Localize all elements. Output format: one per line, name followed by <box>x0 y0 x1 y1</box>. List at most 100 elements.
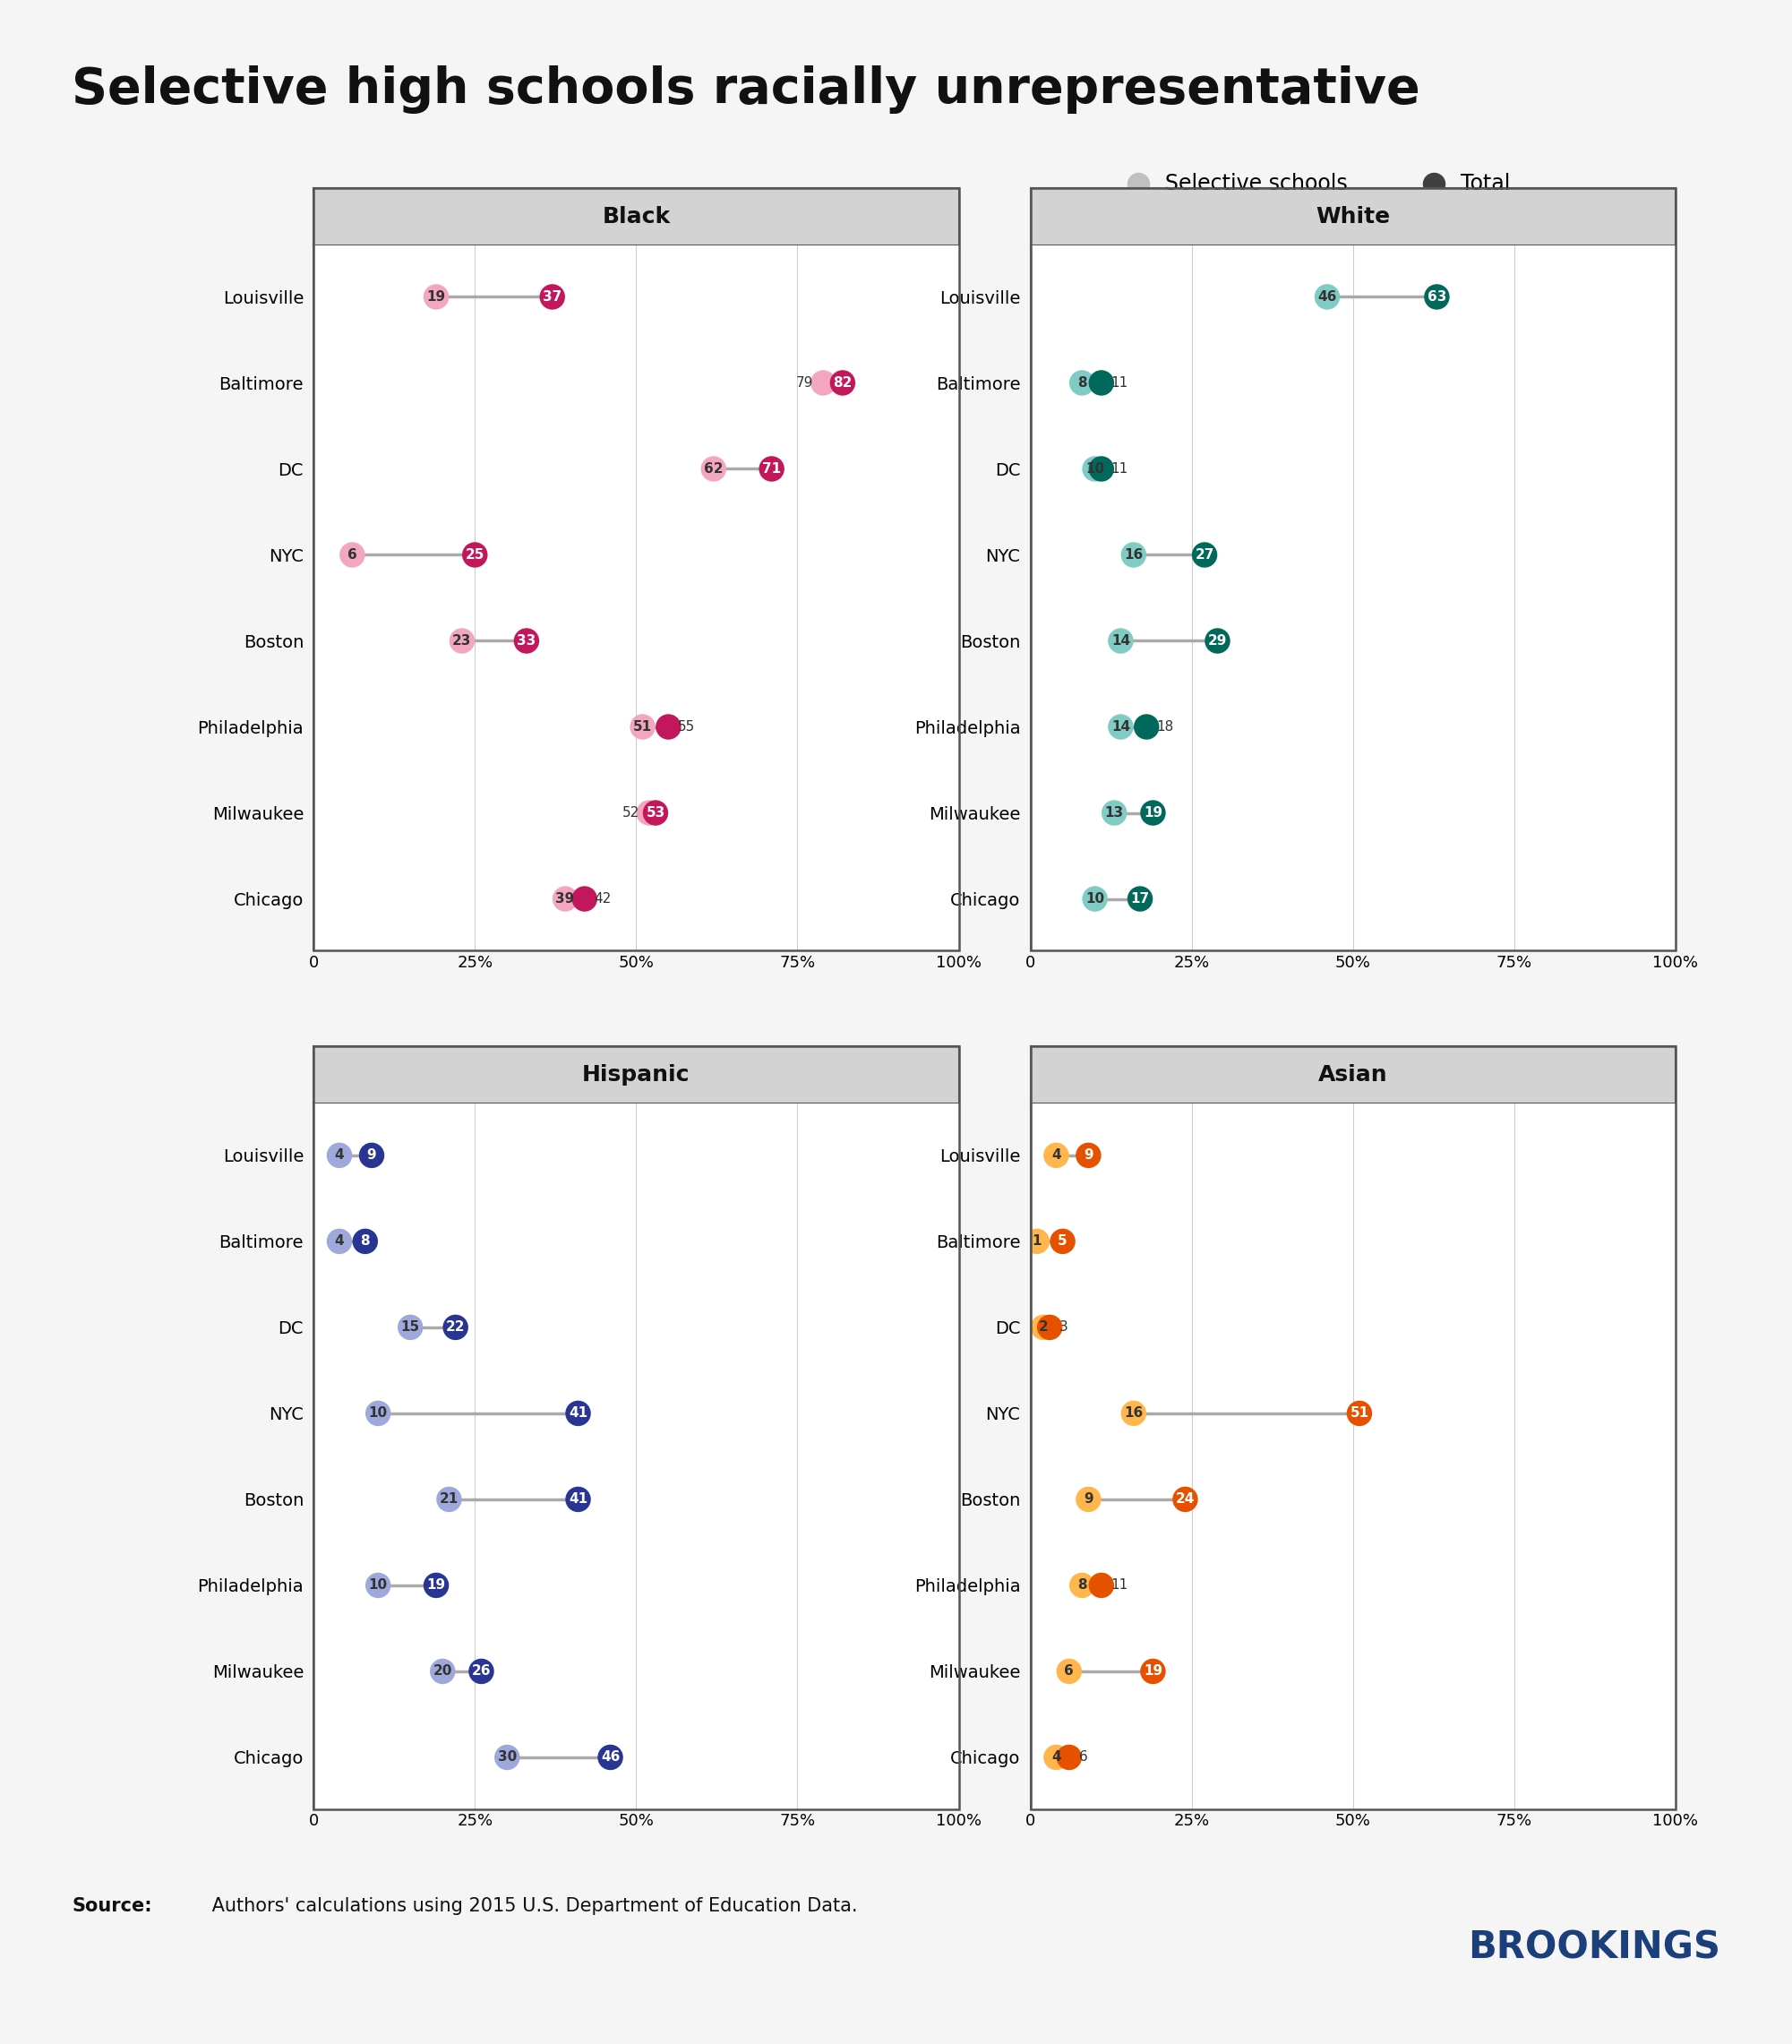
Text: 51: 51 <box>1349 1406 1369 1421</box>
Point <box>468 1656 496 1688</box>
Point <box>435 1484 464 1517</box>
Text: Selective high schools racially unrepresentative: Selective high schools racially unrepres… <box>72 65 1419 114</box>
Text: Source:: Source: <box>72 1897 152 1915</box>
Text: 41: 41 <box>568 1492 588 1506</box>
Point <box>441 1310 470 1343</box>
Point <box>634 797 663 830</box>
Point <box>513 625 541 658</box>
Text: 4: 4 <box>335 1235 344 1249</box>
Text: 8: 8 <box>360 1235 369 1249</box>
Point <box>324 1139 353 1171</box>
Text: 19: 19 <box>426 1578 446 1592</box>
Text: 6: 6 <box>1064 1664 1073 1678</box>
Point <box>570 883 599 916</box>
Text: 63: 63 <box>1426 290 1446 305</box>
Point <box>1138 797 1167 830</box>
Point <box>1106 625 1134 658</box>
Point <box>351 1224 380 1257</box>
Point <box>1055 1741 1084 1774</box>
Text: Black: Black <box>602 206 670 227</box>
Text: 82: 82 <box>833 376 853 390</box>
Point <box>1068 366 1097 399</box>
Point <box>642 797 670 830</box>
Point <box>448 625 477 658</box>
Text: 13: 13 <box>1106 805 1124 820</box>
Point <box>1055 1656 1084 1688</box>
Text: 10: 10 <box>1086 891 1104 905</box>
Point <box>396 1310 425 1343</box>
Point <box>428 1656 457 1688</box>
Text: 22: 22 <box>446 1320 466 1335</box>
Point <box>1081 452 1109 484</box>
Text: Total: Total <box>1460 174 1511 194</box>
Text: 52: 52 <box>622 805 640 820</box>
Text: 11: 11 <box>1111 1578 1129 1592</box>
Text: 4: 4 <box>1052 1750 1061 1764</box>
Text: 18: 18 <box>1156 719 1174 734</box>
Text: 20: 20 <box>434 1664 452 1678</box>
Text: 62: 62 <box>704 462 724 476</box>
Text: 21: 21 <box>439 1492 459 1506</box>
Text: 4: 4 <box>335 1149 344 1163</box>
Point <box>1120 1396 1149 1429</box>
Point <box>1088 452 1116 484</box>
Text: 3: 3 <box>1059 1320 1068 1335</box>
Point <box>1124 168 1152 200</box>
Text: 23: 23 <box>452 634 471 648</box>
Text: 29: 29 <box>1208 634 1228 648</box>
Point <box>1088 366 1116 399</box>
Point <box>1041 1741 1070 1774</box>
Text: 19: 19 <box>1143 1664 1163 1678</box>
Point <box>1023 1224 1052 1257</box>
Point <box>493 1741 521 1774</box>
Text: 11: 11 <box>1111 462 1129 476</box>
Text: BROOKINGS: BROOKINGS <box>1468 1930 1720 1966</box>
Text: 6: 6 <box>1079 1750 1088 1764</box>
Text: 39: 39 <box>556 891 575 905</box>
Point <box>564 1396 593 1429</box>
Point <box>550 883 579 916</box>
Text: 51: 51 <box>633 719 652 734</box>
Point <box>758 452 787 484</box>
Point <box>1041 1139 1070 1171</box>
Text: 26: 26 <box>471 1664 491 1678</box>
Point <box>629 711 658 744</box>
Text: 5: 5 <box>1057 1235 1068 1249</box>
Point <box>461 538 489 570</box>
Point <box>364 1396 392 1429</box>
Text: 8: 8 <box>1077 1578 1086 1592</box>
Text: 11: 11 <box>1111 376 1129 390</box>
Text: 14: 14 <box>1111 719 1131 734</box>
Text: 42: 42 <box>595 891 611 905</box>
Point <box>808 366 837 399</box>
Point <box>1073 1484 1102 1517</box>
Text: 10: 10 <box>1086 462 1104 476</box>
Text: 25: 25 <box>466 548 484 562</box>
Text: 24: 24 <box>1176 1492 1195 1506</box>
Text: 9: 9 <box>1084 1492 1093 1506</box>
Point <box>1073 1139 1102 1171</box>
Point <box>1100 797 1129 830</box>
Point <box>364 1570 392 1602</box>
Point <box>421 1570 450 1602</box>
Point <box>324 1224 353 1257</box>
Text: 19: 19 <box>426 290 446 305</box>
Point <box>339 538 367 570</box>
Text: 19: 19 <box>1143 805 1163 820</box>
Point <box>1202 625 1231 658</box>
Point <box>1423 280 1452 313</box>
Text: 9: 9 <box>1084 1149 1093 1163</box>
Point <box>699 452 728 484</box>
Text: 30: 30 <box>498 1750 516 1764</box>
Text: 46: 46 <box>1317 290 1337 305</box>
Text: 37: 37 <box>543 290 563 305</box>
Point <box>1068 1570 1097 1602</box>
Text: 46: 46 <box>600 1750 620 1764</box>
Text: Hispanic: Hispanic <box>582 1065 690 1085</box>
Text: White: White <box>1315 206 1391 227</box>
Point <box>357 1139 385 1171</box>
Text: 16: 16 <box>1124 548 1143 562</box>
Text: 27: 27 <box>1195 548 1215 562</box>
Text: 41: 41 <box>568 1406 588 1421</box>
Text: 79: 79 <box>796 376 814 390</box>
